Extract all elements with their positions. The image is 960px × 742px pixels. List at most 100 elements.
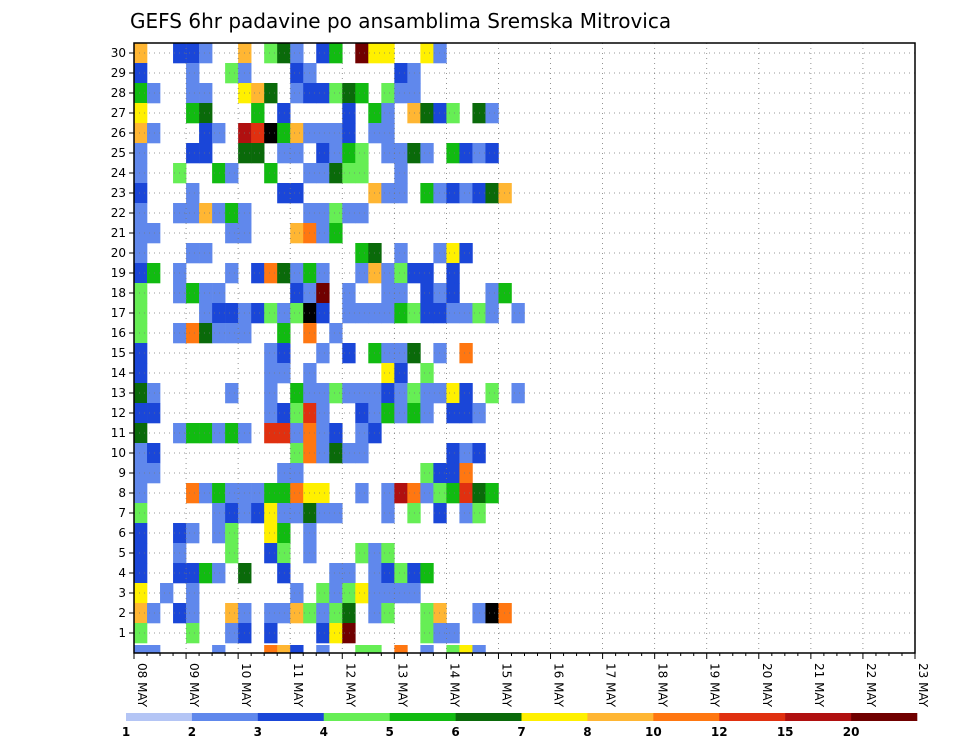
legend-swatch xyxy=(587,713,654,721)
heat-cell xyxy=(277,423,291,444)
heat-cell xyxy=(420,283,434,304)
heat-cell xyxy=(316,483,330,504)
heat-cell xyxy=(277,323,291,344)
y-tick-label: 4 xyxy=(118,566,126,580)
heat-cell xyxy=(134,503,148,524)
heat-cell xyxy=(212,483,226,504)
heat-cell xyxy=(316,403,330,424)
heat-cell xyxy=(342,583,356,604)
heat-cell xyxy=(264,523,278,544)
heat-cell xyxy=(459,503,473,524)
heat-cell xyxy=(290,43,304,64)
heat-cell xyxy=(329,423,343,444)
heat-cell xyxy=(459,343,473,364)
heat-cell xyxy=(511,383,525,404)
heat-cell xyxy=(446,183,460,204)
heat-cell xyxy=(342,623,356,644)
heat-cell xyxy=(251,503,265,524)
heat-cell xyxy=(433,343,447,364)
heat-cell xyxy=(485,143,499,164)
heat-cell xyxy=(277,263,291,284)
heat-cell xyxy=(420,143,434,164)
heat-cell xyxy=(433,303,447,324)
y-tick-label: 12 xyxy=(111,406,126,420)
heat-cell xyxy=(277,603,291,624)
heat-cell xyxy=(381,183,395,204)
heat-cell xyxy=(394,383,408,404)
heat-cell xyxy=(212,163,226,184)
heat-cell xyxy=(433,623,447,644)
heat-cell xyxy=(420,483,434,504)
heat-cell xyxy=(329,383,343,404)
heat-cell xyxy=(355,403,369,424)
heat-cell xyxy=(485,103,499,124)
heat-cell xyxy=(381,383,395,404)
heat-cell xyxy=(355,443,369,464)
heat-cell xyxy=(290,423,304,444)
legend-label: 12 xyxy=(711,725,728,739)
heat-cell xyxy=(446,383,460,404)
heat-cell xyxy=(420,183,434,204)
heat-cell xyxy=(394,303,408,324)
heat-cell xyxy=(147,443,161,464)
heat-cell xyxy=(134,183,148,204)
heat-cell xyxy=(199,143,213,164)
heat-cell xyxy=(134,343,148,364)
heat-cell xyxy=(342,83,356,104)
heat-cell xyxy=(394,363,408,384)
heat-cell xyxy=(225,383,239,404)
heat-cell xyxy=(381,343,395,364)
x-axis: 08 MAY 09 MAY 10 MAY 11 MAY 12 MAY 13 MAY 14 M… xyxy=(133,653,930,708)
heat-cell xyxy=(186,583,200,604)
heat-cell xyxy=(212,123,226,144)
heat-cell xyxy=(264,383,278,404)
heat-cell xyxy=(355,423,369,444)
heat-cell xyxy=(433,183,447,204)
legend-swatch xyxy=(719,713,786,721)
heat-cell xyxy=(290,383,304,404)
heat-cell xyxy=(381,143,395,164)
heat-cell xyxy=(290,483,304,504)
heat-cell xyxy=(186,563,200,584)
y-tick-label: 21 xyxy=(111,226,126,240)
heat-cell xyxy=(355,383,369,404)
heat-cell xyxy=(381,503,395,524)
heat-cell xyxy=(420,383,434,404)
heat-cell xyxy=(342,103,356,124)
y-tick-label: 5 xyxy=(118,546,126,560)
heat-cell xyxy=(342,143,356,164)
heat-cell xyxy=(446,103,460,124)
heat-cell xyxy=(329,563,343,584)
heat-cell xyxy=(420,623,434,644)
legend-label: 20 xyxy=(843,725,860,739)
heat-cell xyxy=(186,423,200,444)
heat-cell xyxy=(225,323,239,344)
heat-cell xyxy=(381,363,395,384)
y-tick-label: 11 xyxy=(111,426,126,440)
heat-cell xyxy=(381,103,395,124)
heat-cell xyxy=(290,403,304,424)
heat-cell xyxy=(381,563,395,584)
heat-cell xyxy=(316,263,330,284)
heat-cell xyxy=(277,403,291,424)
heat-cell xyxy=(134,363,148,384)
heat-cell xyxy=(420,463,434,484)
legend-label: 10 xyxy=(645,725,662,739)
heat-cell xyxy=(381,483,395,504)
heat-cell xyxy=(446,483,460,504)
y-tick-label: 3 xyxy=(118,586,126,600)
heat-cell xyxy=(329,323,343,344)
heat-cell xyxy=(186,183,200,204)
heat-cell xyxy=(446,303,460,324)
heat-cell xyxy=(329,163,343,184)
x-tick-label: 08 MAY xyxy=(135,663,149,708)
heat-cell xyxy=(225,503,239,524)
y-tick-label: 19 xyxy=(111,266,126,280)
heat-cell xyxy=(381,543,395,564)
heat-cell xyxy=(212,283,226,304)
heat-cell xyxy=(186,483,200,504)
heat-cell xyxy=(225,203,239,224)
heat-cell xyxy=(446,403,460,424)
heat-cell xyxy=(394,243,408,264)
heat-cell xyxy=(355,143,369,164)
